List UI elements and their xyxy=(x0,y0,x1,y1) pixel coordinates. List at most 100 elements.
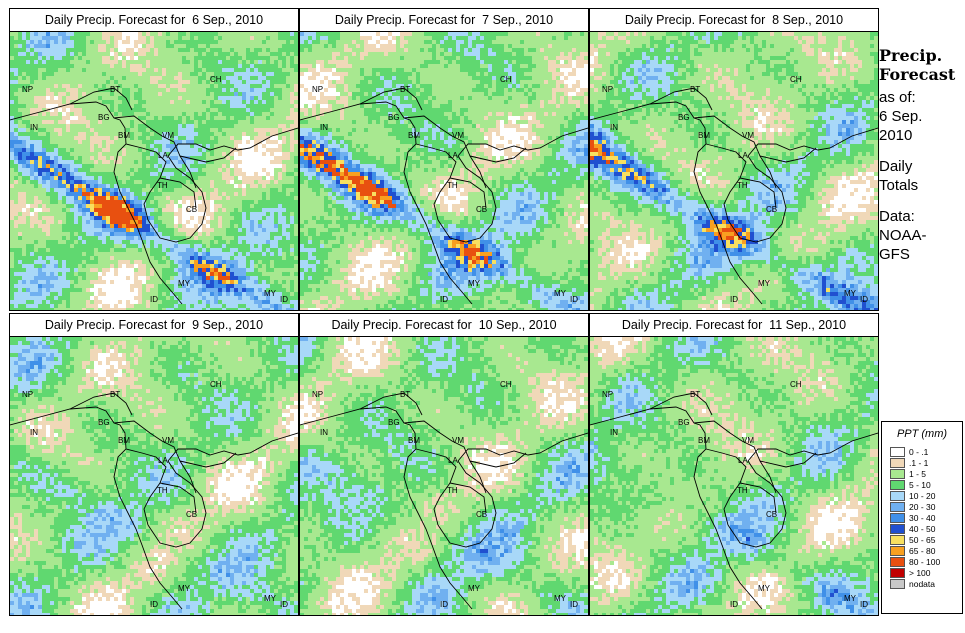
country-label: CB xyxy=(476,510,487,519)
heading-line: Precip. xyxy=(879,46,963,65)
precip-map: NP BT BG IN BM CH VM LA TH CB MY ID MY ID xyxy=(589,336,879,616)
country-border xyxy=(649,87,817,221)
country-label: LA xyxy=(158,456,168,465)
legend-item: 1 - 5 xyxy=(890,468,962,479)
country-label: CB xyxy=(766,205,777,214)
country-label: BG xyxy=(98,113,110,122)
coastline xyxy=(590,406,878,610)
country-label: BT xyxy=(400,85,410,94)
precip-cells xyxy=(10,337,298,615)
country-border xyxy=(69,392,237,526)
country-label: MY xyxy=(178,584,191,593)
legend-label: .1 - 1 xyxy=(909,458,928,468)
precip-map: NP BT BG IN BM CH VM LA TH CB MY ID MY ID xyxy=(299,31,589,311)
country-label: CB xyxy=(186,510,197,519)
country-label: CH xyxy=(210,75,222,84)
country-label: ID xyxy=(860,600,868,609)
country-label: MY xyxy=(554,289,567,298)
country-label: LA xyxy=(448,456,458,465)
coastline xyxy=(300,101,588,305)
precip-cells xyxy=(10,32,298,310)
country-label: TH xyxy=(157,486,168,495)
country-label: ID xyxy=(860,295,868,304)
country-label: LA xyxy=(448,151,458,160)
legend-item: 20 - 30 xyxy=(890,501,962,512)
as-of-line: as of: xyxy=(879,88,963,107)
legend-title: PPT (mm) xyxy=(882,428,962,440)
country-label: MY xyxy=(468,584,481,593)
panel-title: Daily Precip. Forecast for 8 Sep., 2010 xyxy=(589,8,879,32)
country-label: CB xyxy=(766,510,777,519)
country-label: VM xyxy=(162,131,174,140)
precip-map: NP BT BG IN BM CH VM LA TH CB MY ID MY ID xyxy=(589,31,879,311)
country-label: MY xyxy=(554,594,567,603)
country-label: NP xyxy=(312,390,323,399)
country-label: CH xyxy=(500,380,512,389)
panel-title: Daily Precip. Forecast for 10 Sep., 2010 xyxy=(299,313,589,337)
country-label: IN xyxy=(320,428,328,437)
precip-map: NP BT BG IN BM CH VM LA TH CB MY ID MY ID xyxy=(299,336,589,616)
country-label: LA xyxy=(158,151,168,160)
country-label: CH xyxy=(790,75,802,84)
country-label: VM xyxy=(742,436,754,445)
country-label: TH xyxy=(447,486,458,495)
forecast-panel-2: Daily Precip. Forecast for 7 Sep., 2010 … xyxy=(299,8,589,311)
country-label: MY xyxy=(264,594,277,603)
legend-item: 65 - 80 xyxy=(890,545,962,556)
legend-item: 5 - 10 xyxy=(890,479,962,490)
legend-swatch xyxy=(890,468,905,479)
country-border xyxy=(69,87,237,221)
country-label: ID xyxy=(730,295,738,304)
panel-title: Daily Precip. Forecast for 11 Sep., 2010 xyxy=(589,313,879,337)
country-label: TH xyxy=(447,181,458,190)
legend-label: 5 - 10 xyxy=(909,480,931,490)
legend-swatch xyxy=(890,457,905,468)
country-border xyxy=(649,392,817,526)
country-label: BG xyxy=(388,113,400,122)
totals-block: Daily Totals xyxy=(879,157,963,195)
country-label: BM xyxy=(698,436,710,445)
as-of-block: as of: 6 Sep. 2010 xyxy=(879,88,963,145)
forecast-panel-6: Daily Precip. Forecast for 11 Sep., 2010… xyxy=(589,313,879,616)
country-label: BM xyxy=(698,131,710,140)
country-label: MY xyxy=(178,279,191,288)
country-label: BT xyxy=(690,85,700,94)
legend-swatch xyxy=(890,567,905,578)
country-label: IN xyxy=(30,123,38,132)
forecast-panel-5: Daily Precip. Forecast for 10 Sep., 2010… xyxy=(299,313,589,616)
country-label: VM xyxy=(742,131,754,140)
country-label: TH xyxy=(737,486,748,495)
country-label: IN xyxy=(610,428,618,437)
precip-cells xyxy=(300,337,588,615)
legend-swatch xyxy=(890,545,905,556)
legend-swatch xyxy=(890,534,905,545)
country-label: MY xyxy=(264,289,277,298)
legend-swatch xyxy=(890,512,905,523)
forecast-panel-1: Daily Precip. Forecast for 6 Sep., 2010 … xyxy=(9,8,299,311)
legend-swatch xyxy=(890,523,905,534)
legend-swatch xyxy=(890,556,905,567)
legend-swatch xyxy=(890,578,905,589)
legend-item: > 100 xyxy=(890,567,962,578)
precip-cells xyxy=(590,32,878,310)
legend-label: 40 - 50 xyxy=(909,524,935,534)
country-label: BT xyxy=(690,390,700,399)
legend-label: 0 - .1 xyxy=(909,447,928,457)
totals-line: Totals xyxy=(879,176,963,195)
legend-item: 80 - 100 xyxy=(890,556,962,567)
legend-label: 50 - 65 xyxy=(909,535,935,545)
country-label: MY xyxy=(844,289,857,298)
country-label: BG xyxy=(388,418,400,427)
as-of-line: 2010 xyxy=(879,126,963,145)
country-label: LA xyxy=(738,456,748,465)
country-label: BG xyxy=(98,418,110,427)
panel-title: Daily Precip. Forecast for 9 Sep., 2010 xyxy=(9,313,299,337)
coastline xyxy=(300,406,588,610)
legend-item: 30 - 40 xyxy=(890,512,962,523)
country-label: MY xyxy=(468,279,481,288)
country-label: LA xyxy=(738,151,748,160)
